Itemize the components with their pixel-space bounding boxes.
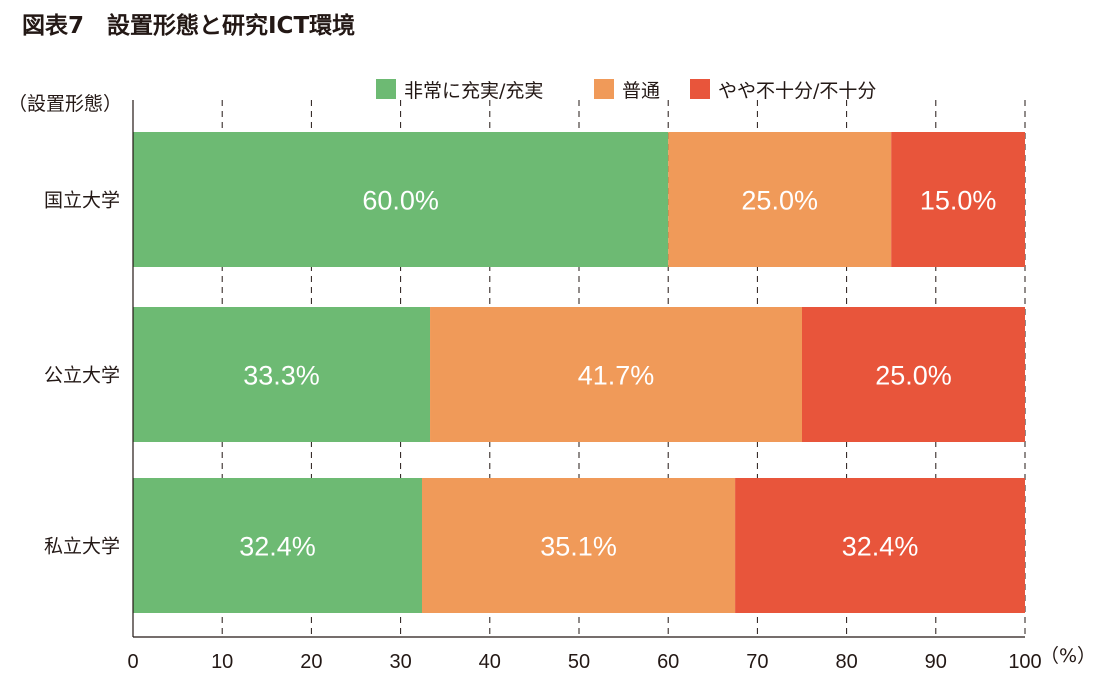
- bar-segment: [133, 132, 669, 267]
- x-tick-label: 80: [835, 651, 857, 673]
- data-label: 41.7%: [578, 361, 655, 391]
- legend-label: 非常に充実/充実: [404, 80, 543, 102]
- x-tick-label: 10: [211, 651, 233, 673]
- x-tick-label: 90: [925, 651, 947, 673]
- bar-segment: [133, 478, 423, 613]
- bar-segment: [802, 307, 1025, 442]
- x-tick-label: 30: [389, 651, 411, 673]
- data-label: 25.0%: [741, 186, 818, 216]
- legend-label: やや不十分/不十分: [718, 80, 876, 102]
- category-label: 公立大学: [44, 365, 120, 387]
- x-axis-unit-label: （%）: [1040, 645, 1096, 667]
- data-label: 33.3%: [243, 361, 320, 391]
- x-tick-label: 40: [479, 651, 501, 673]
- y-axis-label: （設置形態）: [8, 93, 122, 115]
- bar-segment: [668, 132, 892, 267]
- bar-segment: [133, 307, 431, 442]
- x-tick-label: 20: [300, 651, 322, 673]
- legend-label: 普通: [622, 80, 660, 102]
- data-label: 35.1%: [540, 532, 617, 562]
- legend-swatch: [690, 79, 710, 99]
- category-label: 私立大学: [44, 536, 120, 558]
- bar-segment: [735, 478, 1025, 613]
- category-label: 国立大学: [44, 190, 120, 212]
- x-tick-label: 0: [127, 651, 138, 673]
- data-label: 60.0%: [362, 186, 439, 216]
- x-tick-label: 100: [1008, 651, 1041, 673]
- data-label: 32.4%: [239, 532, 316, 562]
- data-label: 15.0%: [920, 186, 997, 216]
- bar-segment: [891, 132, 1025, 267]
- legend-swatch: [594, 79, 614, 99]
- x-tick-label: 50: [568, 651, 590, 673]
- bar-segment: [422, 478, 736, 613]
- chart-title: 図表7 設置形態と研究ICT環境: [22, 12, 355, 39]
- data-label: 32.4%: [842, 532, 919, 562]
- bar-segment: [430, 307, 802, 442]
- x-tick-label: 70: [746, 651, 768, 673]
- legend-swatch: [376, 79, 396, 99]
- x-tick-label: 60: [657, 651, 679, 673]
- data-label: 25.0%: [875, 361, 952, 391]
